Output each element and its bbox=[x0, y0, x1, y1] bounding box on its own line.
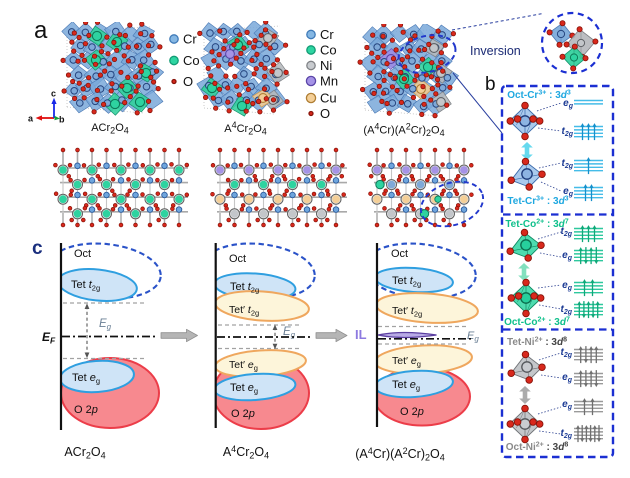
svg-text:Tet-Ni2+ : 3d8: Tet-Ni2+ : 3d8 bbox=[507, 337, 567, 349]
svg-text:Inversion: Inversion bbox=[470, 44, 521, 58]
svg-text:A4Cr2O4: A4Cr2O4 bbox=[223, 444, 269, 461]
svg-text:Cu: Cu bbox=[320, 91, 337, 106]
svg-text:Cr: Cr bbox=[320, 27, 334, 42]
svg-text:O 2p: O 2p bbox=[400, 406, 424, 418]
svg-text:eg: eg bbox=[563, 98, 574, 110]
svg-text:O: O bbox=[183, 74, 193, 89]
svg-text:Mn: Mn bbox=[320, 74, 338, 89]
svg-text:Co: Co bbox=[183, 53, 200, 68]
svg-text:ACr2O4: ACr2O4 bbox=[91, 122, 129, 136]
svg-text:Oct-Co2+ : 3d7: Oct-Co2+ : 3d7 bbox=[504, 317, 570, 329]
svg-text:O 2p: O 2p bbox=[74, 404, 98, 416]
svg-text:c: c bbox=[51, 89, 56, 99]
svg-text:b: b bbox=[59, 115, 65, 125]
svg-text:Oct-Ni2+ : 3d8: Oct-Ni2+ : 3d8 bbox=[506, 442, 569, 454]
svg-text:IL: IL bbox=[355, 327, 367, 342]
svg-text:O 2p: O 2p bbox=[231, 408, 255, 420]
svg-text:c: c bbox=[32, 238, 43, 259]
svg-text:Oct: Oct bbox=[229, 253, 246, 265]
svg-text:eg: eg bbox=[563, 186, 574, 198]
svg-text:Tet eg: Tet eg bbox=[392, 379, 420, 393]
svg-text:O: O bbox=[320, 106, 330, 121]
svg-text:(A4Cr)(A2Cr)2O4: (A4Cr)(A2Cr)2O4 bbox=[355, 446, 445, 463]
svg-text:ACr2O4: ACr2O4 bbox=[64, 445, 105, 461]
svg-text:Oct: Oct bbox=[74, 248, 91, 260]
svg-text:Tet-Cr3+ : 3d3: Tet-Cr3+ : 3d3 bbox=[507, 196, 568, 208]
svg-text:A4Cr2O4: A4Cr2O4 bbox=[224, 120, 267, 137]
svg-text:eg: eg bbox=[562, 250, 573, 262]
svg-text:a: a bbox=[34, 17, 48, 44]
svg-text:eg: eg bbox=[562, 280, 573, 292]
svg-text:a: a bbox=[28, 114, 34, 124]
svg-text:Tet′ eg: Tet′ eg bbox=[229, 359, 258, 373]
svg-text:eg: eg bbox=[562, 372, 573, 384]
svg-text:b: b bbox=[485, 74, 496, 95]
svg-text:Tet eg: Tet eg bbox=[72, 372, 100, 386]
svg-text:Cr: Cr bbox=[183, 32, 197, 47]
svg-text:eg: eg bbox=[562, 399, 573, 411]
svg-text:Tet-Co2+ : 3d7: Tet-Co2+ : 3d7 bbox=[505, 219, 568, 231]
svg-text:Co: Co bbox=[320, 43, 337, 58]
svg-text:Tet′ eg: Tet′ eg bbox=[392, 355, 421, 369]
svg-text:Oct: Oct bbox=[391, 248, 408, 260]
svg-text:Oct-Cr3+ : 3d3: Oct-Cr3+ : 3d3 bbox=[507, 90, 571, 102]
svg-text:(A4Cr)(A2Cr)2O4: (A4Cr)(A2Cr)2O4 bbox=[363, 122, 444, 139]
svg-text:Ni: Ni bbox=[320, 58, 332, 73]
svg-text:Tet eg: Tet eg bbox=[230, 382, 258, 396]
